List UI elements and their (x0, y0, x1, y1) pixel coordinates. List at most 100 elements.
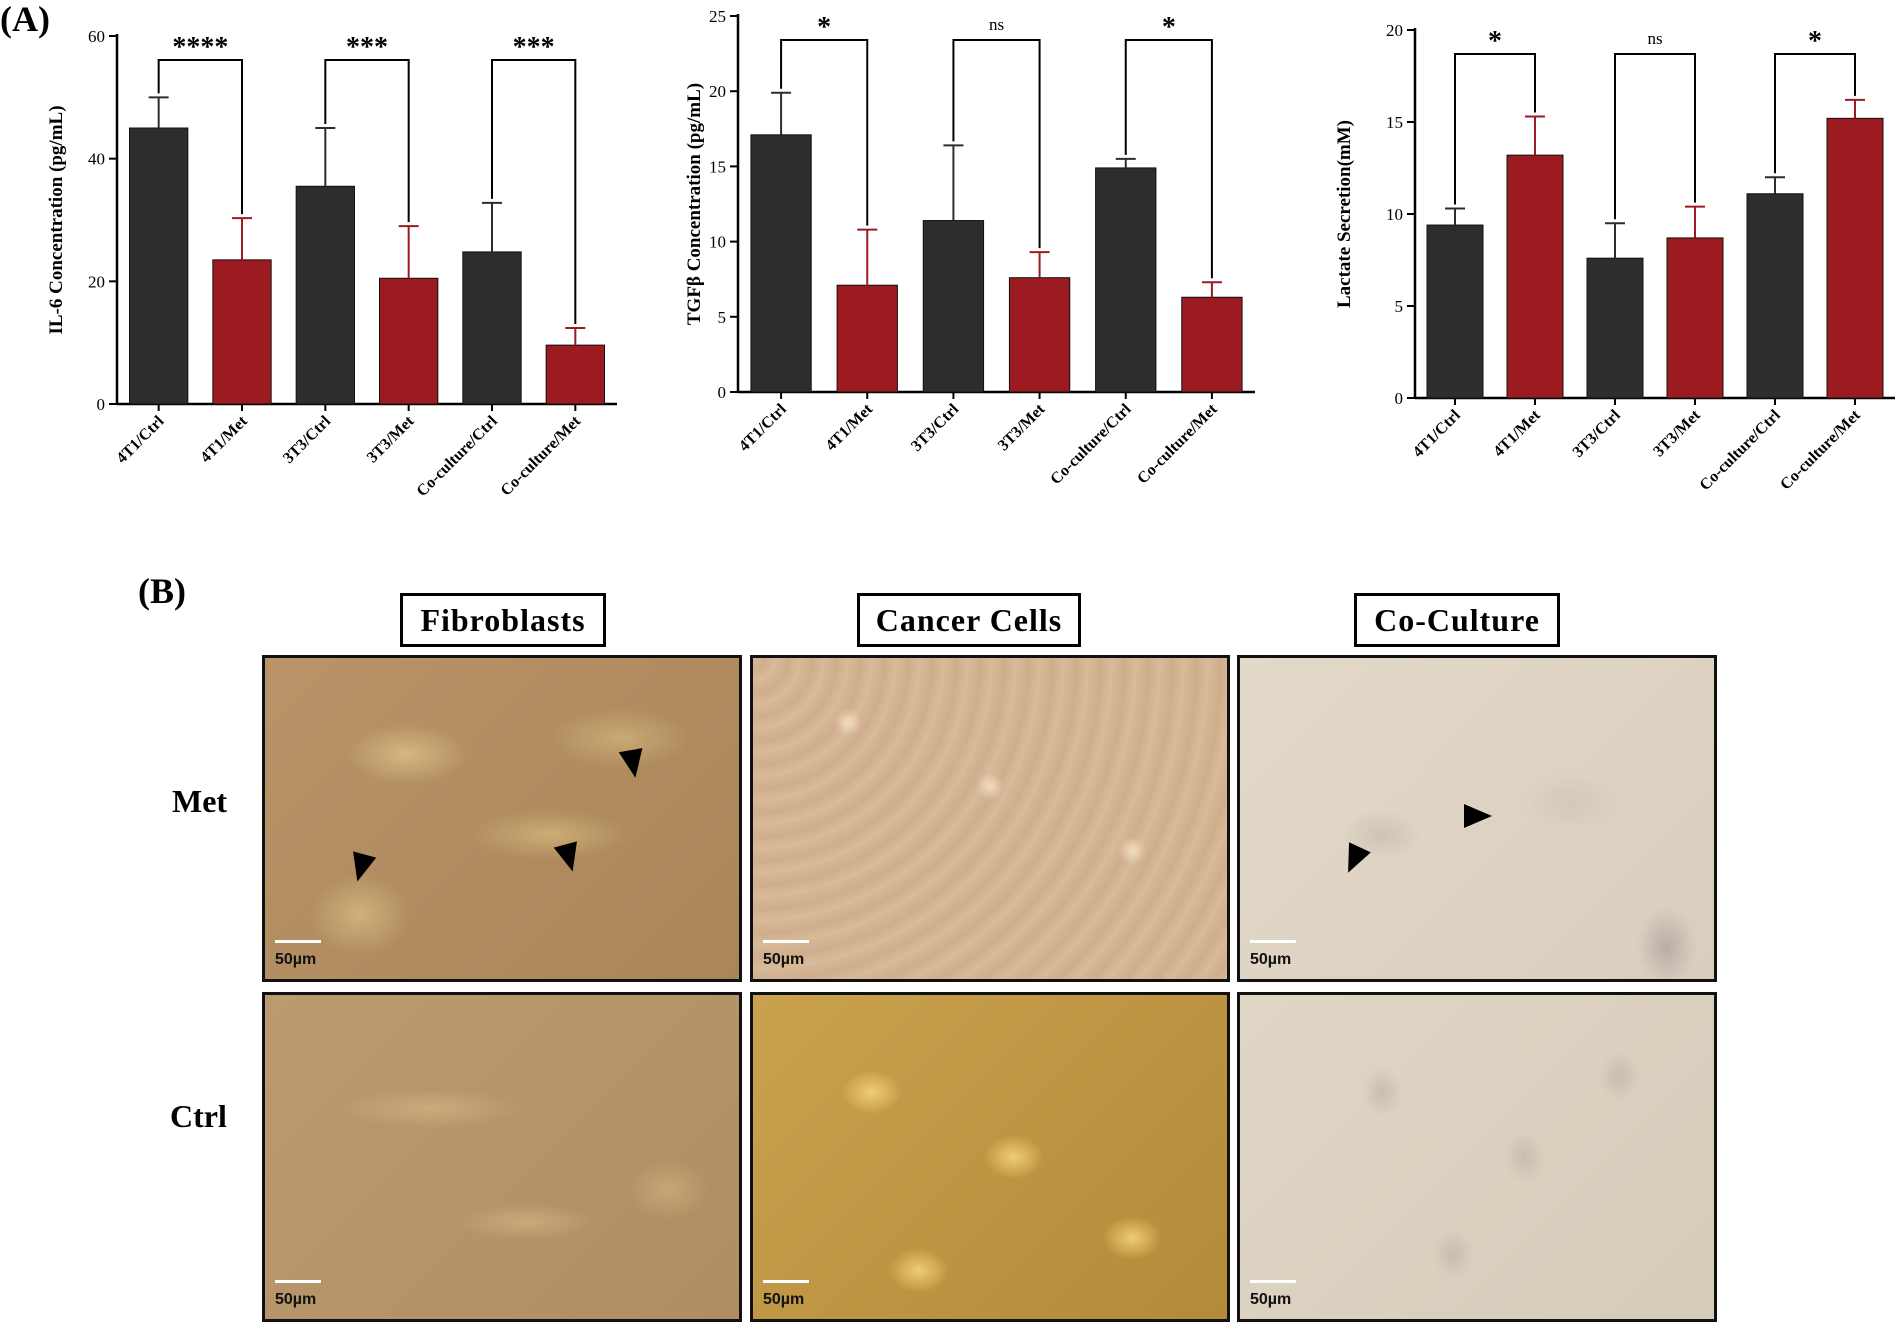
x-tick-label: 3T3/Met (995, 400, 1049, 454)
y-tick-label: 15 (1386, 113, 1403, 132)
bar (1181, 296, 1243, 393)
y-tick-label: 5 (1395, 297, 1404, 316)
significance-bracket (324, 59, 410, 223)
bar (1506, 154, 1564, 399)
bar (295, 185, 355, 405)
y-tick-label: 5 (718, 308, 727, 327)
x-tick-label: 4T1/Ctrl (736, 400, 791, 455)
x-tick-label: 3T3/Met (1650, 406, 1704, 460)
y-tick-label: 0 (718, 383, 727, 402)
bar (922, 220, 985, 393)
arrowhead-marker (345, 851, 377, 885)
panel-b-label: (B) (138, 571, 186, 611)
micrograph-cancer-cells-ctrl: 50µm (750, 992, 1230, 1322)
significance-bracket (952, 39, 1041, 249)
x-tick-label: Co-culture/Ctrl (1697, 406, 1785, 494)
significance-label: **** (172, 32, 228, 63)
x-tick-label: 4T1/Ctrl (1410, 406, 1465, 461)
significance-label: *** (346, 32, 388, 63)
y-tick-label: 25 (709, 7, 726, 26)
significance-bracket (1454, 53, 1536, 205)
bar (1008, 277, 1071, 393)
scale-bar (1250, 1280, 1296, 1283)
panel-a-label: (A) (0, 0, 50, 39)
y-tick-label: 20 (1386, 21, 1403, 40)
significance-bracket (1614, 53, 1696, 220)
x-tick-label: 4T1/Met (197, 412, 251, 466)
bar (836, 284, 898, 393)
scale-bar (1250, 940, 1296, 943)
bar (1095, 167, 1157, 393)
significance-bracket (491, 59, 577, 324)
bar (1426, 224, 1484, 399)
x-tick-label: Co-culture/Met (1134, 400, 1221, 487)
significance-bracket (780, 39, 869, 226)
arrowhead-marker (1464, 804, 1492, 828)
x-tick-label: Co-culture/Ctrl (1047, 400, 1135, 488)
bar (545, 344, 606, 405)
scale-bar-label: 50µm (275, 951, 317, 968)
y-tick-label: 20 (709, 82, 726, 101)
arrowhead-marker (553, 841, 585, 875)
micrograph-cancer-cells-met: 50µm (750, 655, 1230, 982)
bar (1586, 257, 1644, 399)
scale-bar (275, 1280, 321, 1283)
scale-bar (275, 940, 321, 943)
significance-label: * (1808, 26, 1822, 57)
significance-label: ns (989, 15, 1004, 34)
column-heading-cancer-cells: Cancer Cells (857, 593, 1081, 647)
y-tick-label: 10 (709, 233, 726, 252)
y-axis-label: TGFβ Concentration (pg/mL) (684, 83, 705, 325)
micrograph-fibroblasts-ctrl: 50µm (262, 992, 742, 1322)
micrograph-co-culture-met: 50µm (1237, 655, 1717, 982)
arrowhead-marker (1337, 842, 1371, 878)
y-tick-label: 40 (88, 150, 105, 169)
x-tick-label: Co-culture/Ctrl (414, 412, 502, 500)
x-tick-label: 3T3/Ctrl (1570, 406, 1625, 461)
significance-label: *** (513, 32, 555, 63)
bar (1666, 237, 1724, 399)
significance-bracket (1124, 39, 1213, 279)
x-tick-label: Co-culture/Met (498, 412, 585, 499)
x-tick-label: 3T3/Ctrl (280, 412, 335, 467)
x-tick-label: 3T3/Ctrl (908, 400, 963, 455)
arrowhead-marker (618, 748, 648, 780)
bar (750, 134, 812, 393)
y-tick-label: 15 (709, 157, 726, 176)
scale-bar-label: 50µm (763, 951, 805, 968)
x-tick-label: 3T3/Met (364, 412, 418, 466)
bar (212, 259, 272, 405)
column-heading-fibroblasts: Fibroblasts (400, 593, 606, 647)
column-heading-co-culture: Co-Culture (1354, 593, 1560, 647)
bar (379, 277, 439, 405)
y-tick-label: 60 (88, 27, 105, 46)
scale-bar (763, 1280, 809, 1283)
significance-bracket (157, 59, 243, 215)
bar (129, 127, 189, 405)
significance-bracket (1774, 53, 1856, 174)
scale-bar-label: 50µm (1250, 951, 1292, 968)
x-tick-label: 4T1/Ctrl (113, 412, 168, 467)
x-tick-label: 4T1/Met (823, 400, 877, 454)
x-tick-label: 4T1/Met (1490, 406, 1544, 460)
micrograph-fibroblasts-met: 50µm (262, 655, 742, 982)
row-heading-ctrl: Ctrl (170, 1098, 227, 1134)
y-tick-label: 0 (97, 395, 106, 414)
significance-label: * (1162, 12, 1176, 43)
scale-bar-label: 50µm (275, 1291, 317, 1308)
y-tick-label: 10 (1386, 205, 1403, 224)
bar (1826, 117, 1884, 399)
scale-bar-label: 50µm (1250, 1291, 1292, 1308)
y-tick-label: 20 (88, 272, 105, 291)
y-tick-label: 0 (1395, 389, 1404, 408)
row-heading-met: Met (172, 783, 228, 819)
y-axis-label: IL-6 Concentration (pg/mL) (46, 105, 67, 334)
significance-label: ns (1647, 29, 1662, 48)
micrograph-co-culture-ctrl: 50µm (1237, 992, 1717, 1322)
scale-bar (763, 940, 809, 943)
x-tick-label: Co-culture/Met (1777, 406, 1864, 493)
y-axis-label: Lactate Secretion(mM) (1334, 120, 1355, 308)
bar (462, 251, 522, 405)
bar-charts: 0 20 40 60 IL-6 Concentration (pg/mL) 4T1/Ctr… (46, 7, 1895, 500)
scale-bar-label: 50µm (763, 1291, 805, 1308)
